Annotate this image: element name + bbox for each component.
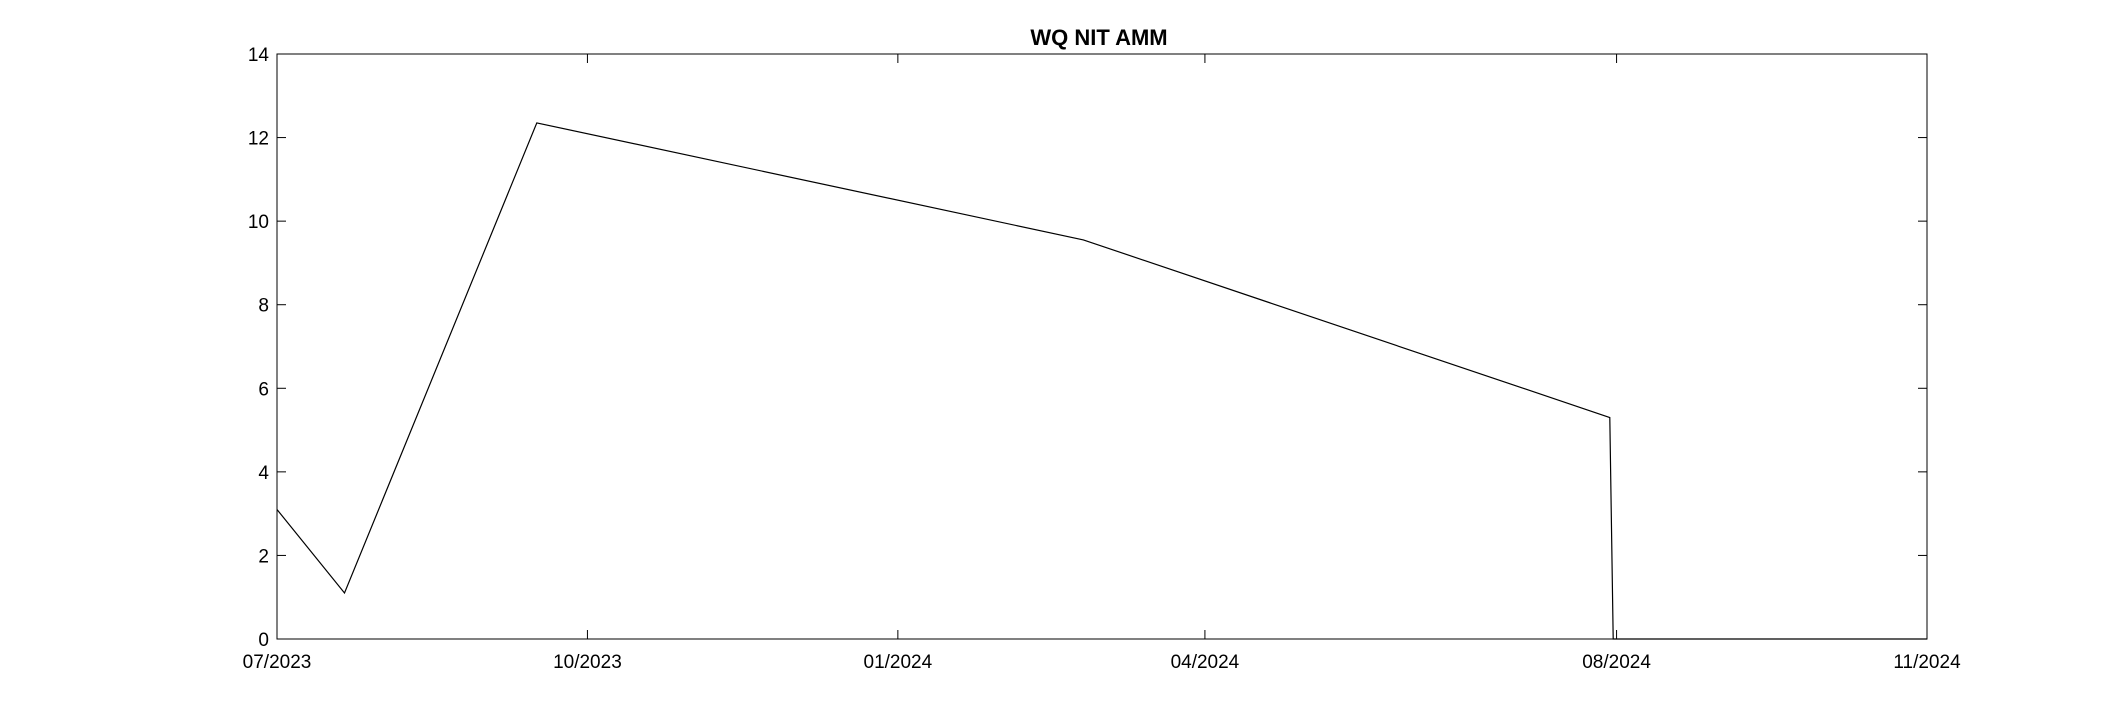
y-tick-label: 2 <box>258 546 269 567</box>
x-tick-label: 10/2023 <box>553 652 622 673</box>
y-tick-label: 12 <box>248 129 269 150</box>
x-tick-label: 08/2024 <box>1582 652 1651 673</box>
y-axis: 0 2 4 6 8 10 12 14 <box>248 45 1927 651</box>
x-tick-label: 07/2023 <box>243 652 312 673</box>
x-tick-label: 01/2024 <box>864 652 933 673</box>
y-tick-label: 0 <box>258 630 269 651</box>
y-tick-label: 4 <box>258 463 269 484</box>
series-layer <box>276 122 1927 640</box>
series-line-0 <box>276 122 1927 640</box>
y-tick-label: 10 <box>248 212 269 233</box>
y-tick-label: 6 <box>258 379 269 400</box>
x-axis: 07/2023 10/2023 01/2024 04/2024 08/2024 11/20… <box>243 54 1961 673</box>
chart-title: WQ NIT AMM <box>1030 25 1167 50</box>
plot-area: 0 2 4 6 8 10 12 14 07/2023 10/2023 01/2024 04/2024… <box>243 45 1961 673</box>
y-tick-label: 14 <box>248 45 270 66</box>
axes-frame <box>276 53 1928 640</box>
x-tick-label: 11/2024 <box>1893 652 1961 673</box>
x-tick-label: 04/2024 <box>1171 652 1240 673</box>
y-tick-label: 8 <box>258 296 269 317</box>
